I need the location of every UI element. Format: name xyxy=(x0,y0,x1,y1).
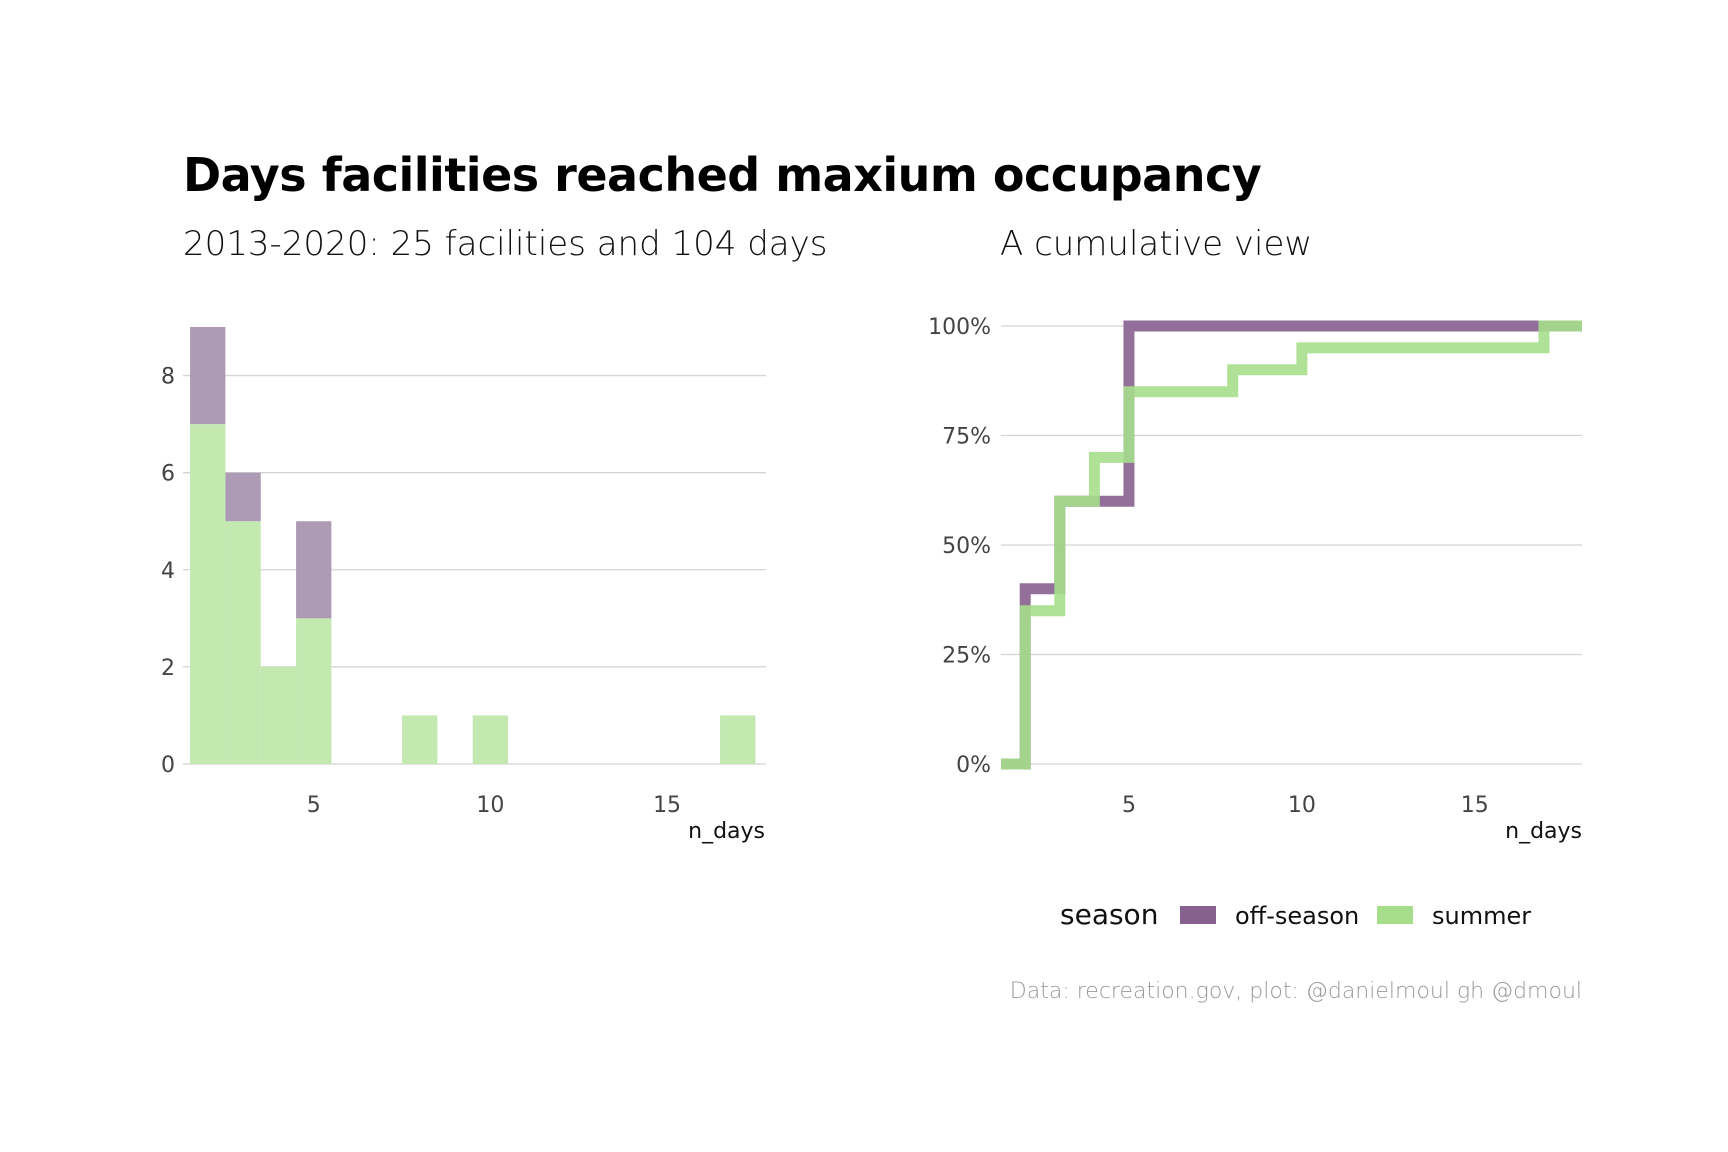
histogram-x-tick-label: 5 xyxy=(307,793,321,818)
cumulative-subtitle: A cumulative view xyxy=(1000,224,1313,264)
histogram-bar-summer xyxy=(296,618,332,764)
legend: season off-season summer xyxy=(1060,898,1531,931)
histogram-subtitle: 2013-2020: 25 facilities and 104 days xyxy=(183,224,828,264)
histogram-y-tick-label: 0 xyxy=(161,753,175,778)
cumulative-y-tick-label: 75% xyxy=(942,425,991,450)
histogram-axes: 0 2 4 6 8 5 10 15 xyxy=(161,365,681,818)
cumulative-lines xyxy=(1001,320,1582,770)
cumulative-grid xyxy=(1001,325,1582,765)
histogram-bar-summer xyxy=(472,715,509,764)
cumulative-y-tick-label: 25% xyxy=(942,644,991,669)
cumulative-line-summer xyxy=(1001,320,1582,770)
cumulative-x-tick-label: 5 xyxy=(1122,793,1136,818)
histogram-bar-off-season xyxy=(190,327,226,425)
histogram-y-tick-label: 2 xyxy=(161,656,175,681)
legend-swatch-off-season xyxy=(1180,906,1216,924)
histogram-bar-summer xyxy=(260,666,297,764)
cumulative-y-tick-label: 50% xyxy=(942,534,991,559)
histogram-x-tick-label: 15 xyxy=(653,793,681,818)
legend-label-off-season: off-season xyxy=(1235,902,1359,930)
cumulative-y-tick-label: 100% xyxy=(928,315,991,340)
histogram-x-tick-label: 10 xyxy=(476,793,504,818)
chart-title: Days facilities reached maxium occupancy xyxy=(183,148,1262,202)
histogram-y-tick-label: 8 xyxy=(161,365,175,390)
histogram-bar-summer xyxy=(225,521,261,764)
cumulative-axes: 0% 25% 50% 75% 100% 5 10 15 xyxy=(928,315,1489,818)
legend-title: season xyxy=(1060,898,1158,931)
caption: Data: recreation.gov, plot: @danielmoul … xyxy=(1010,979,1582,1004)
legend-label-summer: summer xyxy=(1432,902,1531,930)
cumulative-x-tick-label: 15 xyxy=(1461,793,1489,818)
histogram-bar-summer xyxy=(190,424,226,764)
cumulative-x-tick-label: 10 xyxy=(1288,793,1316,818)
histogram-bar-off-season xyxy=(225,472,261,522)
histogram-y-tick-label: 6 xyxy=(161,462,175,487)
histogram-bar-summer xyxy=(720,715,756,764)
histogram-bar-summer xyxy=(402,715,438,764)
cumulative-x-axis-title: n_days xyxy=(1505,819,1582,844)
legend-swatch-summer xyxy=(1377,906,1413,924)
cumulative-y-tick-label: 0% xyxy=(956,753,991,778)
histogram-bars xyxy=(190,327,756,764)
histogram-x-axis-title: n_days xyxy=(688,819,765,844)
histogram-y-tick-label: 4 xyxy=(161,559,175,584)
histogram-bar-off-season xyxy=(296,521,332,619)
